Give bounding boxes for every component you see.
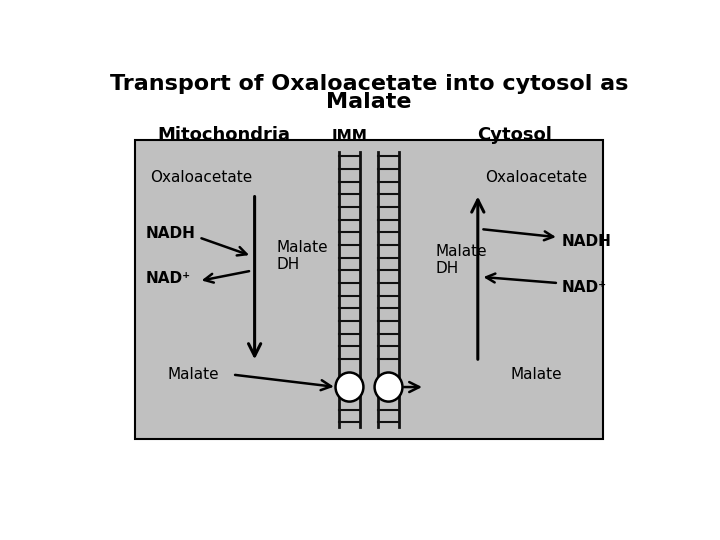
Text: Oxaloacetate: Oxaloacetate — [485, 170, 588, 185]
Ellipse shape — [374, 373, 402, 402]
Text: Malate: Malate — [326, 92, 412, 112]
Text: Malate: Malate — [168, 367, 219, 382]
Text: Malate
DH: Malate DH — [277, 240, 328, 272]
Text: Malate
DH: Malate DH — [436, 244, 487, 276]
Bar — [135, 140, 603, 439]
Text: Malate: Malate — [510, 367, 562, 382]
Text: NAD⁺: NAD⁺ — [562, 280, 607, 295]
Text: NAD⁺: NAD⁺ — [145, 272, 191, 286]
Ellipse shape — [336, 373, 364, 402]
Text: Oxaloacetate: Oxaloacetate — [150, 170, 253, 185]
Text: Cytosol: Cytosol — [477, 126, 552, 144]
Text: IMM: IMM — [331, 129, 367, 144]
Text: NADH: NADH — [145, 226, 196, 241]
Text: Transport of Oxaloacetate into cytosol as: Transport of Oxaloacetate into cytosol a… — [110, 73, 628, 93]
Text: NADH: NADH — [562, 234, 611, 249]
Text: Mitochondria: Mitochondria — [158, 126, 290, 144]
